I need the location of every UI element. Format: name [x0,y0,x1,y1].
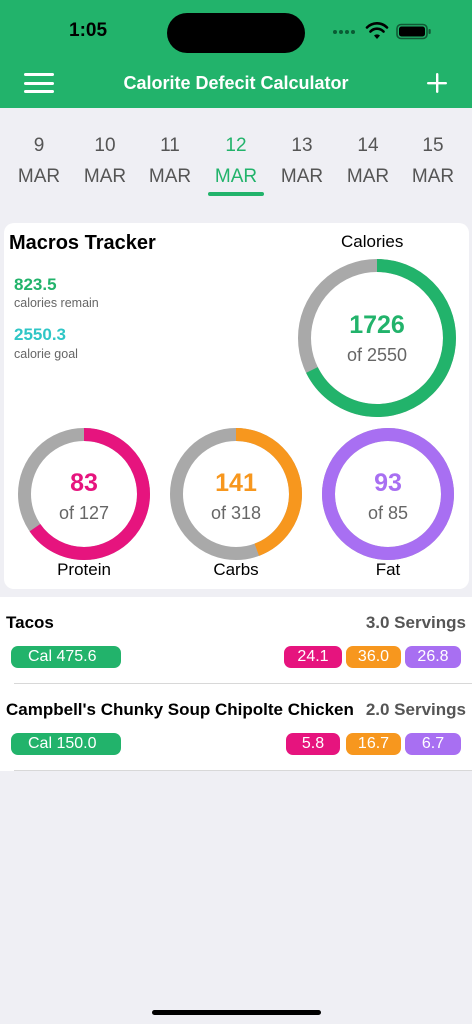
calorie-pill: Cal 150.0 [11,733,121,755]
date-month: MAR [17,166,61,187]
date-month: MAR [148,166,192,187]
protein-ring-value: 83 [70,469,98,497]
calories-label: Calories [341,232,404,251]
row-divider [14,683,472,684]
date-day: 13 [291,135,313,156]
fat-pill: 26.8 [405,646,461,668]
page-title: Calorite Defecit Calculator [123,73,349,93]
protein-pill: 24.1 [284,646,342,668]
fat-ring-progress [322,428,454,560]
status-time: 1:05 [69,20,108,41]
dynamic-island [167,13,305,53]
date-item-14[interactable]: 14 MAR [336,130,400,192]
fat-ring-goal: of 85 [367,503,409,523]
menu-button[interactable] [24,71,54,95]
carbs-ring-progress [170,428,302,560]
hamburger-menu-icon [24,73,54,76]
carbs-ring: 141 of 318 [170,428,302,560]
date-item-13[interactable]: 13 MAR [270,130,334,192]
food-row-tacos[interactable]: Tacos 3.0 Servings Cal 475.6 24.1 36.0 2… [0,597,472,684]
fat-ring: 93 of 85 [322,428,454,560]
fat-label: Fat [375,560,401,579]
food-list: Tacos 3.0 Servings Cal 475.6 24.1 36.0 2… [0,597,472,771]
date-day: 15 [422,135,444,156]
macros-tracker-card: Macros Tracker 823.5 calories remain 255… [4,223,469,589]
card-title: Macros Tracker [9,232,156,254]
calories-ring: 1726 of 2550 [298,259,456,417]
date-item-9[interactable]: 9 MAR [7,130,71,192]
food-servings: 2.0 Servings [365,700,466,719]
carbs-ring-graphic [170,428,302,560]
food-row-campbells-soup[interactable]: Campbell's Chunky Soup Chipolte Chicken … [0,684,472,771]
date-item-10[interactable]: 10 MAR [73,130,137,192]
date-month: MAR [214,166,258,187]
wifi-icon [365,22,389,39]
date-day: 10 [94,135,116,156]
date-item-11[interactable]: 11 MAR [138,130,202,192]
food-name: Campbell's Chunky Soup Chipolte Chicken [6,700,354,719]
cellular-signal-icon [333,30,357,36]
date-item-15[interactable]: 15 MAR [401,130,465,192]
date-month: MAR [411,166,455,187]
calories-remain-value: 823.5 [14,275,57,294]
carbs-label: Carbs [213,560,259,579]
date-month: MAR [346,166,390,187]
add-button[interactable] [425,71,449,95]
calorie-pill: Cal 475.6 [11,646,121,668]
calories-ring-graphic [298,259,456,417]
food-name: Tacos [6,613,54,632]
home-indicator [152,1010,321,1015]
date-day: 12 [225,135,247,156]
carbs-ring-goal: of 318 [210,503,262,523]
battery-icon [396,23,431,40]
date-month: MAR [83,166,127,187]
fat-pill: 6.7 [405,733,461,755]
date-item-12-selected[interactable]: 12 MAR [204,130,268,192]
date-month: MAR [280,166,324,187]
calories-ring-value: 1726 [349,311,405,339]
calorie-goal-value: 2550.3 [14,325,66,344]
carbs-ring-value: 141 [215,469,257,497]
carbs-pill: 16.7 [346,733,401,755]
row-divider [14,770,472,771]
app-header: 1:05 Calorite Defecit Calculator [0,0,472,108]
protein-ring-graphic [18,428,150,560]
fat-ring-graphic [322,428,454,560]
calories-ring-goal: of 2550 [346,345,408,365]
food-servings: 3.0 Servings [365,613,466,632]
date-selector: 9 MAR 10 MAR 11 MAR 12 MAR 13 MAR 14 MAR… [0,108,472,206]
plus-icon [427,73,447,93]
date-day: 11 [160,135,180,156]
protein-ring-goal: of 127 [58,503,110,523]
fat-ring-value: 93 [374,469,402,497]
protein-pill: 5.8 [286,733,340,755]
protein-label: Protein [57,560,111,579]
calories-remain-label: calories remain [14,296,99,310]
calories-ring-progress [298,259,456,417]
selected-date-indicator [208,192,264,196]
calorie-goal-label: calorie goal [14,347,78,361]
carbs-pill: 36.0 [346,646,401,668]
protein-ring: 83 of 127 [18,428,150,560]
protein-ring-progress [18,428,150,560]
date-day: 14 [357,135,379,156]
date-day: 9 [33,135,45,156]
